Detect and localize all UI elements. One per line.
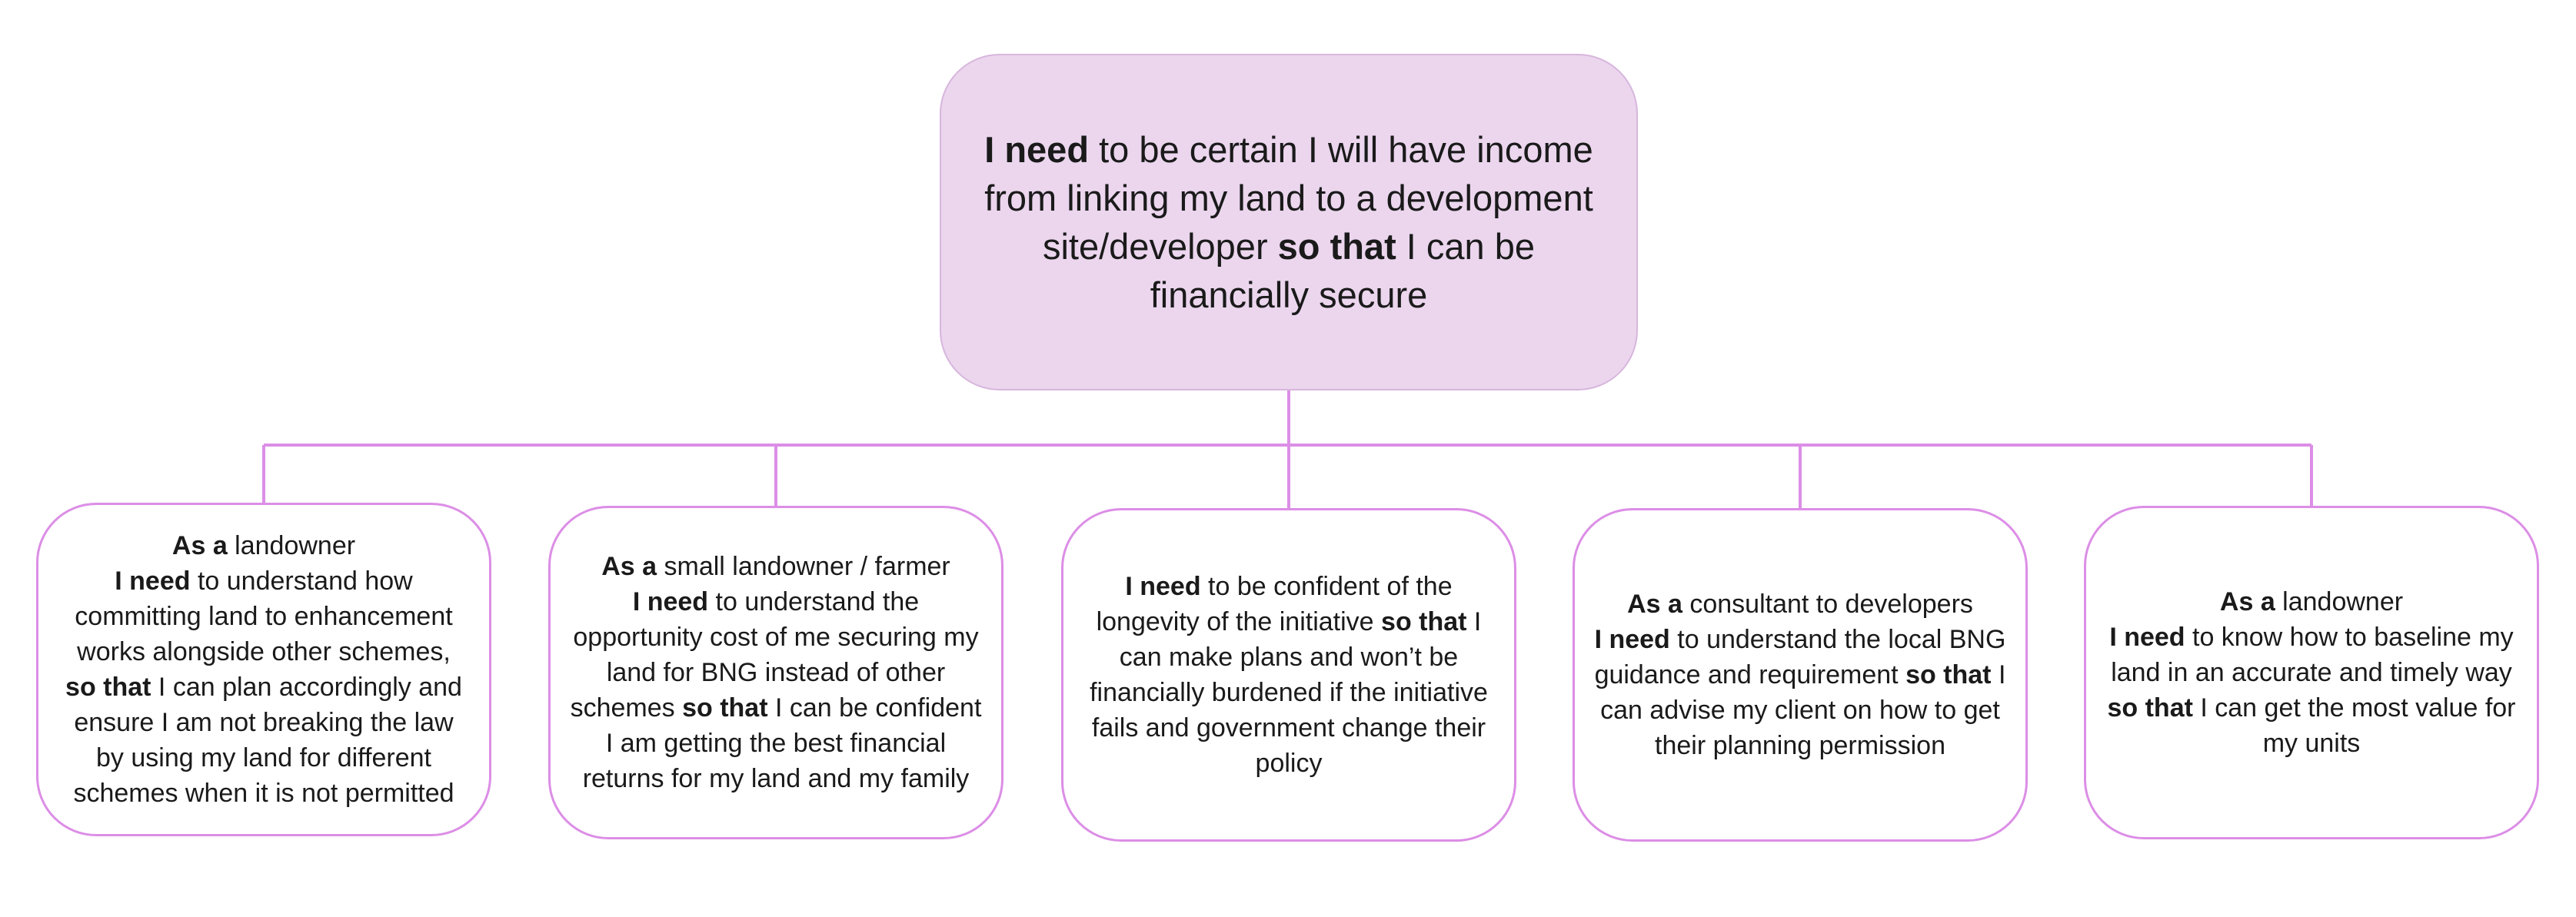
so-that-text: I can make plans and won’t be financiall… xyxy=(1090,607,1488,778)
so-that-text: I can plan accordingly and ensure I am n… xyxy=(73,673,462,808)
root-so-that-body: I can be financially secure xyxy=(1150,226,1536,315)
user-story-text-2: As a small landowner / farmer I need to … xyxy=(569,549,983,796)
as-a-label: As a xyxy=(2219,587,2275,616)
user-story-node-2: As a small landowner / farmer I need to … xyxy=(548,506,1003,839)
user-story-text-5: As a landowner I need to know how to bas… xyxy=(2105,584,2518,761)
user-story-text-1: As a landowner I need to understand how … xyxy=(57,528,471,811)
so-that-label: so that xyxy=(1381,607,1467,636)
user-story-text-4: As a consultant to developers I need to … xyxy=(1593,586,2007,763)
user-story-node-3: I need to be confident of the longevity … xyxy=(1061,508,1516,842)
need-text: to know how to baseline my land in an ac… xyxy=(2111,623,2514,687)
so-that-label: so that xyxy=(65,673,151,702)
as-a-label: As a xyxy=(171,531,228,560)
need-label: I need xyxy=(632,587,709,616)
as-a-role: small landowner / farmer xyxy=(657,552,950,581)
need-label: I need xyxy=(1594,625,1670,654)
root-need-node: I need to be certain I will have income … xyxy=(940,54,1638,390)
so-that-text: I can be confident I am getting the best… xyxy=(582,693,982,793)
so-that-text: I can advise my client on how to get the… xyxy=(1600,660,2006,760)
need-label: I need xyxy=(2109,623,2185,652)
as-a-role: landowner xyxy=(227,531,356,560)
need-text: to be confident of the longevity of the … xyxy=(1096,572,1453,636)
as-a-role: consultant to developers xyxy=(1682,590,1973,619)
need-text: to understand how committing land to enh… xyxy=(75,566,453,666)
so-that-label: so that xyxy=(1905,660,1992,689)
so-that-label: so that xyxy=(2107,693,2193,723)
root-need-label: I need xyxy=(984,129,1090,170)
as-a-label: As a xyxy=(601,552,657,581)
user-story-node-1: As a landowner I need to understand how … xyxy=(36,503,491,836)
user-story-node-5: As a landowner I need to know how to bas… xyxy=(2084,506,2539,839)
root-so-that-label: so that xyxy=(1277,226,1396,267)
so-that-text: I can get the most value for my units xyxy=(2192,693,2516,758)
so-that-label: so that xyxy=(682,693,768,723)
need-text: to understand the opportunity cost of me… xyxy=(570,587,979,723)
need-label: I need xyxy=(115,566,191,596)
need-text: to understand the local BNG guidance and… xyxy=(1594,625,2006,689)
as-a-label: As a xyxy=(1627,590,1682,619)
as-a-role: landowner xyxy=(2275,587,2404,616)
user-story-node-4: As a consultant to developers I need to … xyxy=(1573,508,2028,842)
user-story-text-3: I need to be confident of the longevity … xyxy=(1082,569,1496,781)
need-label: I need xyxy=(1125,572,1201,601)
root-need-text: I need to be certain I will have income … xyxy=(969,125,1609,319)
root-need-body: to be certain I will have income from li… xyxy=(984,129,1593,267)
